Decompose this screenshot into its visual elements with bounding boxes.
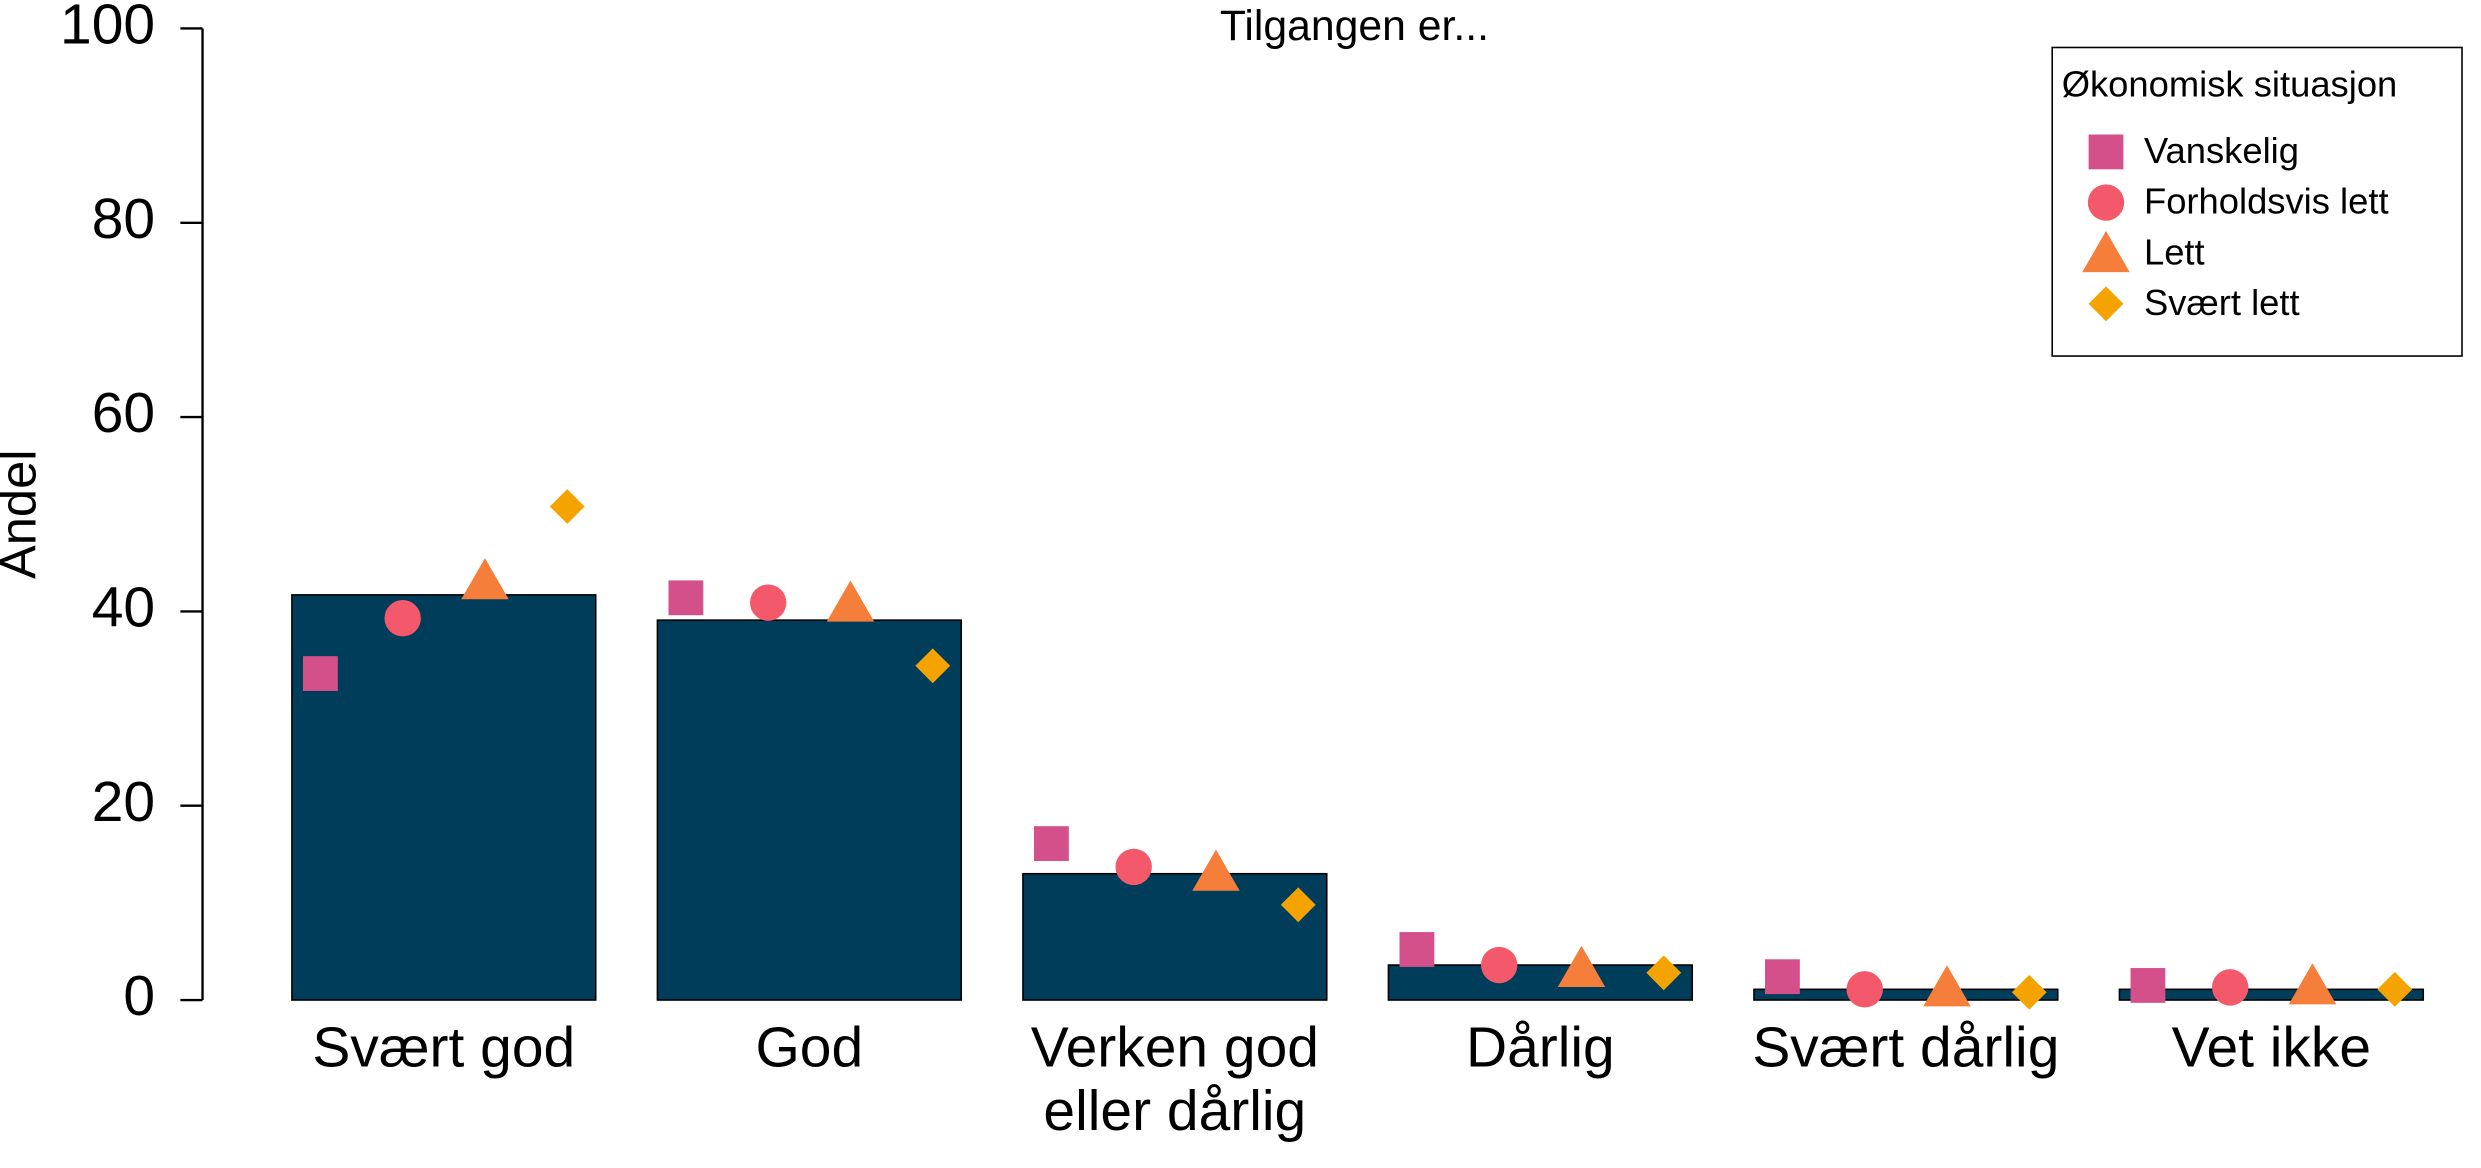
y-tick-label: 40 xyxy=(92,575,155,639)
point xyxy=(2011,974,2047,1010)
point xyxy=(2130,968,2166,1003)
bar xyxy=(291,594,597,1001)
point xyxy=(1280,887,1316,923)
y-tick-label: 0 xyxy=(123,964,155,1028)
x-tick-label: Svært dårlig xyxy=(1752,1015,2060,1080)
y-tick-label: 100 xyxy=(60,0,155,57)
x-tick-label: Verken god eller dårlig xyxy=(1030,1015,1319,1143)
point xyxy=(1557,945,1606,987)
bar xyxy=(1022,872,1328,1001)
legend-label: Forholdsvis lett xyxy=(2144,181,2389,222)
bar xyxy=(1387,964,1694,1001)
point xyxy=(2377,971,2413,1007)
legend-marker xyxy=(2087,184,2125,221)
point xyxy=(826,580,875,622)
x-tick-label-box: Vet ikke xyxy=(2171,1015,2372,1080)
chart-title: Tilgangen er... xyxy=(1220,2,1489,50)
x-tick-label-box: Svært dårlig xyxy=(1752,1015,2060,1080)
legend-marker xyxy=(2088,134,2124,170)
x-tick-label-box: God xyxy=(755,1015,864,1080)
x-tick-label-box: Verken god eller dårlig xyxy=(1030,1015,1319,1143)
point xyxy=(303,656,338,691)
point xyxy=(1034,826,1069,862)
bar xyxy=(656,619,963,1001)
point xyxy=(2212,969,2249,1006)
x-tick-label: Vet ikke xyxy=(2171,1015,2372,1080)
bar xyxy=(2118,988,2425,1001)
point xyxy=(549,489,585,524)
legend-marker xyxy=(2082,231,2130,273)
point xyxy=(384,600,421,637)
x-tick-label: God xyxy=(755,1015,864,1080)
y-tick-label: 20 xyxy=(92,770,155,834)
point xyxy=(1399,932,1435,967)
x-tick-label: Dårlig xyxy=(1465,1015,1615,1080)
point xyxy=(1481,946,1518,984)
point xyxy=(1765,959,1800,995)
x-tick-label-box: Dårlig xyxy=(1465,1015,1615,1080)
y-tick-label: 80 xyxy=(92,187,155,251)
point xyxy=(1192,849,1240,891)
point xyxy=(749,584,787,621)
legend-label: Lett xyxy=(2144,231,2205,272)
y-axis-label: Andel xyxy=(0,450,47,579)
point xyxy=(461,558,509,600)
x-tick-label: Svært god xyxy=(312,1015,576,1080)
x-tick-label-box: Svært god xyxy=(312,1015,576,1080)
legend-title: Økonomisk situasjon xyxy=(2062,64,2398,105)
point xyxy=(1846,971,1883,1008)
legend-label: Svært lett xyxy=(2144,282,2300,323)
point xyxy=(1923,965,1971,1007)
point xyxy=(1115,848,1152,886)
point xyxy=(1646,955,1682,991)
y-tick-label: 60 xyxy=(92,381,155,445)
legend-label: Vanskelig xyxy=(2144,130,2299,171)
point xyxy=(2288,963,2337,1005)
bar xyxy=(1753,988,2059,1001)
point xyxy=(668,580,704,616)
